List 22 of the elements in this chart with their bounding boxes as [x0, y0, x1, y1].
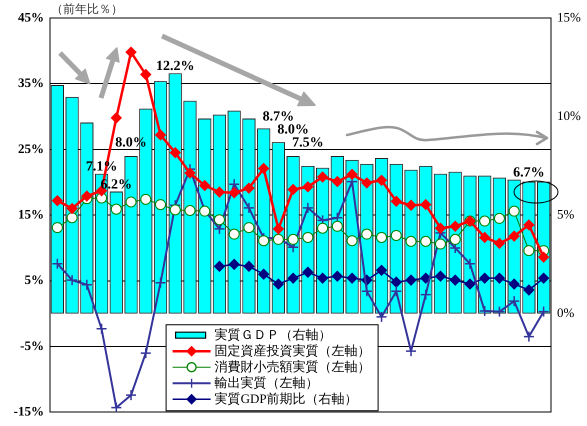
legend-label: 固定資産投資実質（左軸）	[214, 343, 371, 358]
data-label: 12.2%	[156, 59, 194, 74]
legend-label: 実質GDP前期比（右軸）	[214, 391, 358, 406]
y-tick-label: 35%	[18, 75, 44, 90]
y2-tick-label: 0%	[557, 305, 574, 320]
y2-tick-label: 15%	[557, 9, 581, 24]
y2-tick-label: 5%	[557, 206, 574, 222]
data-label: 8.7%	[262, 109, 294, 124]
y-tick-label: 5%	[24, 272, 44, 288]
legend-label: 消費財小売額実質（左軸）	[214, 359, 371, 374]
data-label: 7.5%	[292, 135, 324, 150]
y-tick-label: 45%	[18, 9, 44, 24]
legend-label: 実質ＧＤＰ（右軸）	[214, 327, 332, 342]
y-tick-label: 15%	[18, 206, 44, 222]
data-label: 8.0%	[277, 122, 309, 138]
data-label: 6.7%	[513, 166, 545, 181]
y2-tick-label: 10%	[557, 108, 581, 123]
y-axis-title: （前年比％）	[51, 2, 123, 16]
legend-label: 輸出実質（左軸）	[214, 375, 319, 390]
y-tick-label: -5%	[20, 338, 44, 353]
y-tick-label: -15%	[14, 404, 44, 419]
y-tick-label: 25%	[18, 140, 44, 156]
